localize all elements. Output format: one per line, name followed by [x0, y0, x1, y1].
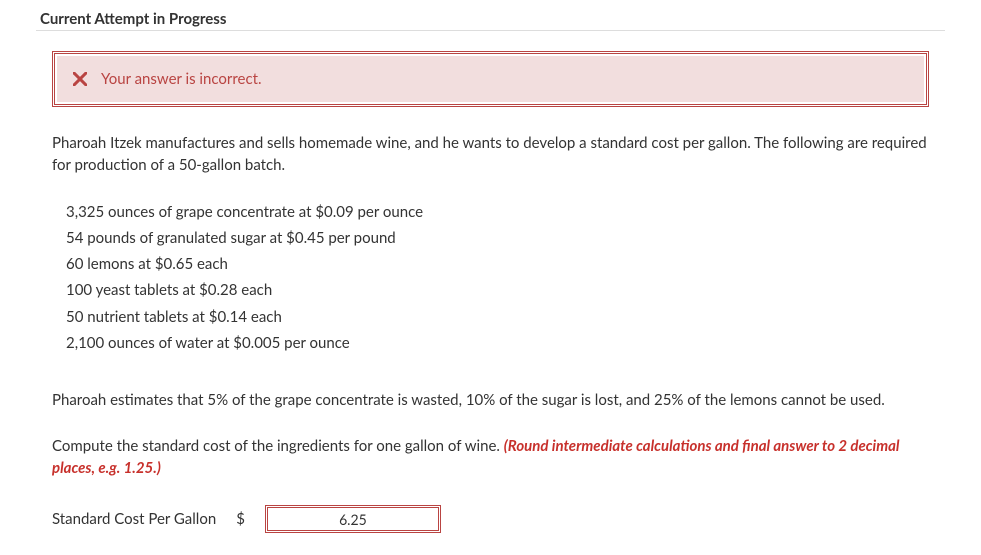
- error-message: Your answer is incorrect.: [101, 70, 262, 88]
- list-item: 60 lemons at $0.65 each: [66, 251, 929, 277]
- ingredients-list: 3,325 ounces of grape concentrate at $0.…: [66, 199, 929, 357]
- compute-instruction: Compute the standard cost of the ingredi…: [52, 436, 929, 480]
- error-alert: Your answer is incorrect.: [52, 51, 929, 107]
- list-item: 54 pounds of granulated sugar at $0.45 p…: [66, 225, 929, 251]
- compute-text: Compute the standard cost of the ingredi…: [52, 437, 504, 455]
- error-x-icon: [73, 71, 87, 88]
- content-body: Your answer is incorrect. Pharoah Itzek …: [36, 51, 945, 533]
- list-item: 2,100 ounces of water at $0.005 per ounc…: [66, 330, 929, 356]
- currency-symbol: $: [236, 510, 245, 528]
- divider: [36, 30, 945, 31]
- list-item: 100 yeast tablets at $0.28 each: [66, 277, 929, 303]
- problem-intro: Pharoah Itzek manufactures and sells hom…: [52, 133, 929, 177]
- answer-row: Standard Cost Per Gallon $: [52, 505, 929, 533]
- waste-text: Pharoah estimates that 5% of the grape c…: [52, 390, 929, 412]
- answer-label: Standard Cost Per Gallon: [52, 510, 216, 528]
- section-heading: Current Attempt in Progress: [40, 10, 945, 28]
- list-item: 50 nutrient tablets at $0.14 each: [66, 304, 929, 330]
- error-alert-inner: Your answer is incorrect.: [57, 56, 924, 102]
- list-item: 3,325 ounces of grape concentrate at $0.…: [66, 199, 929, 225]
- answer-box: [265, 505, 441, 533]
- answer-input[interactable]: [268, 508, 438, 530]
